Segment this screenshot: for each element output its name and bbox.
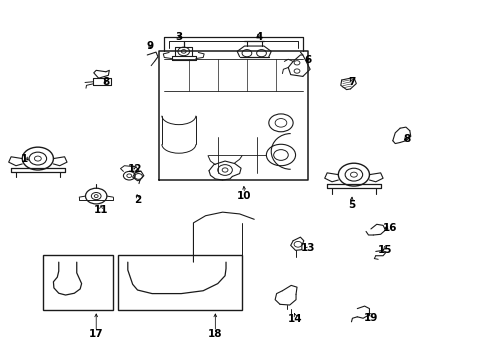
Text: 8: 8 [403,134,410,144]
Text: 7: 7 [347,77,354,87]
Text: 8: 8 [102,77,109,87]
Text: 4: 4 [255,32,262,42]
Text: 2: 2 [134,195,141,204]
Text: 9: 9 [146,41,153,51]
Bar [42,255,113,310]
Text: 13: 13 [300,243,314,253]
Text: 16: 16 [382,223,397,233]
Text: 3: 3 [175,32,182,42]
Text: 14: 14 [287,314,302,324]
Text: 15: 15 [378,245,392,255]
Text: 6: 6 [304,55,311,65]
Text: 10: 10 [237,191,251,201]
Text: 19: 19 [363,312,377,323]
Text: 17: 17 [89,329,103,339]
Text: 5: 5 [347,200,354,210]
Bar [118,255,242,310]
Text: 11: 11 [94,205,108,215]
Text: 18: 18 [208,329,222,339]
Text: 1: 1 [21,154,28,163]
Text: 12: 12 [127,164,142,174]
